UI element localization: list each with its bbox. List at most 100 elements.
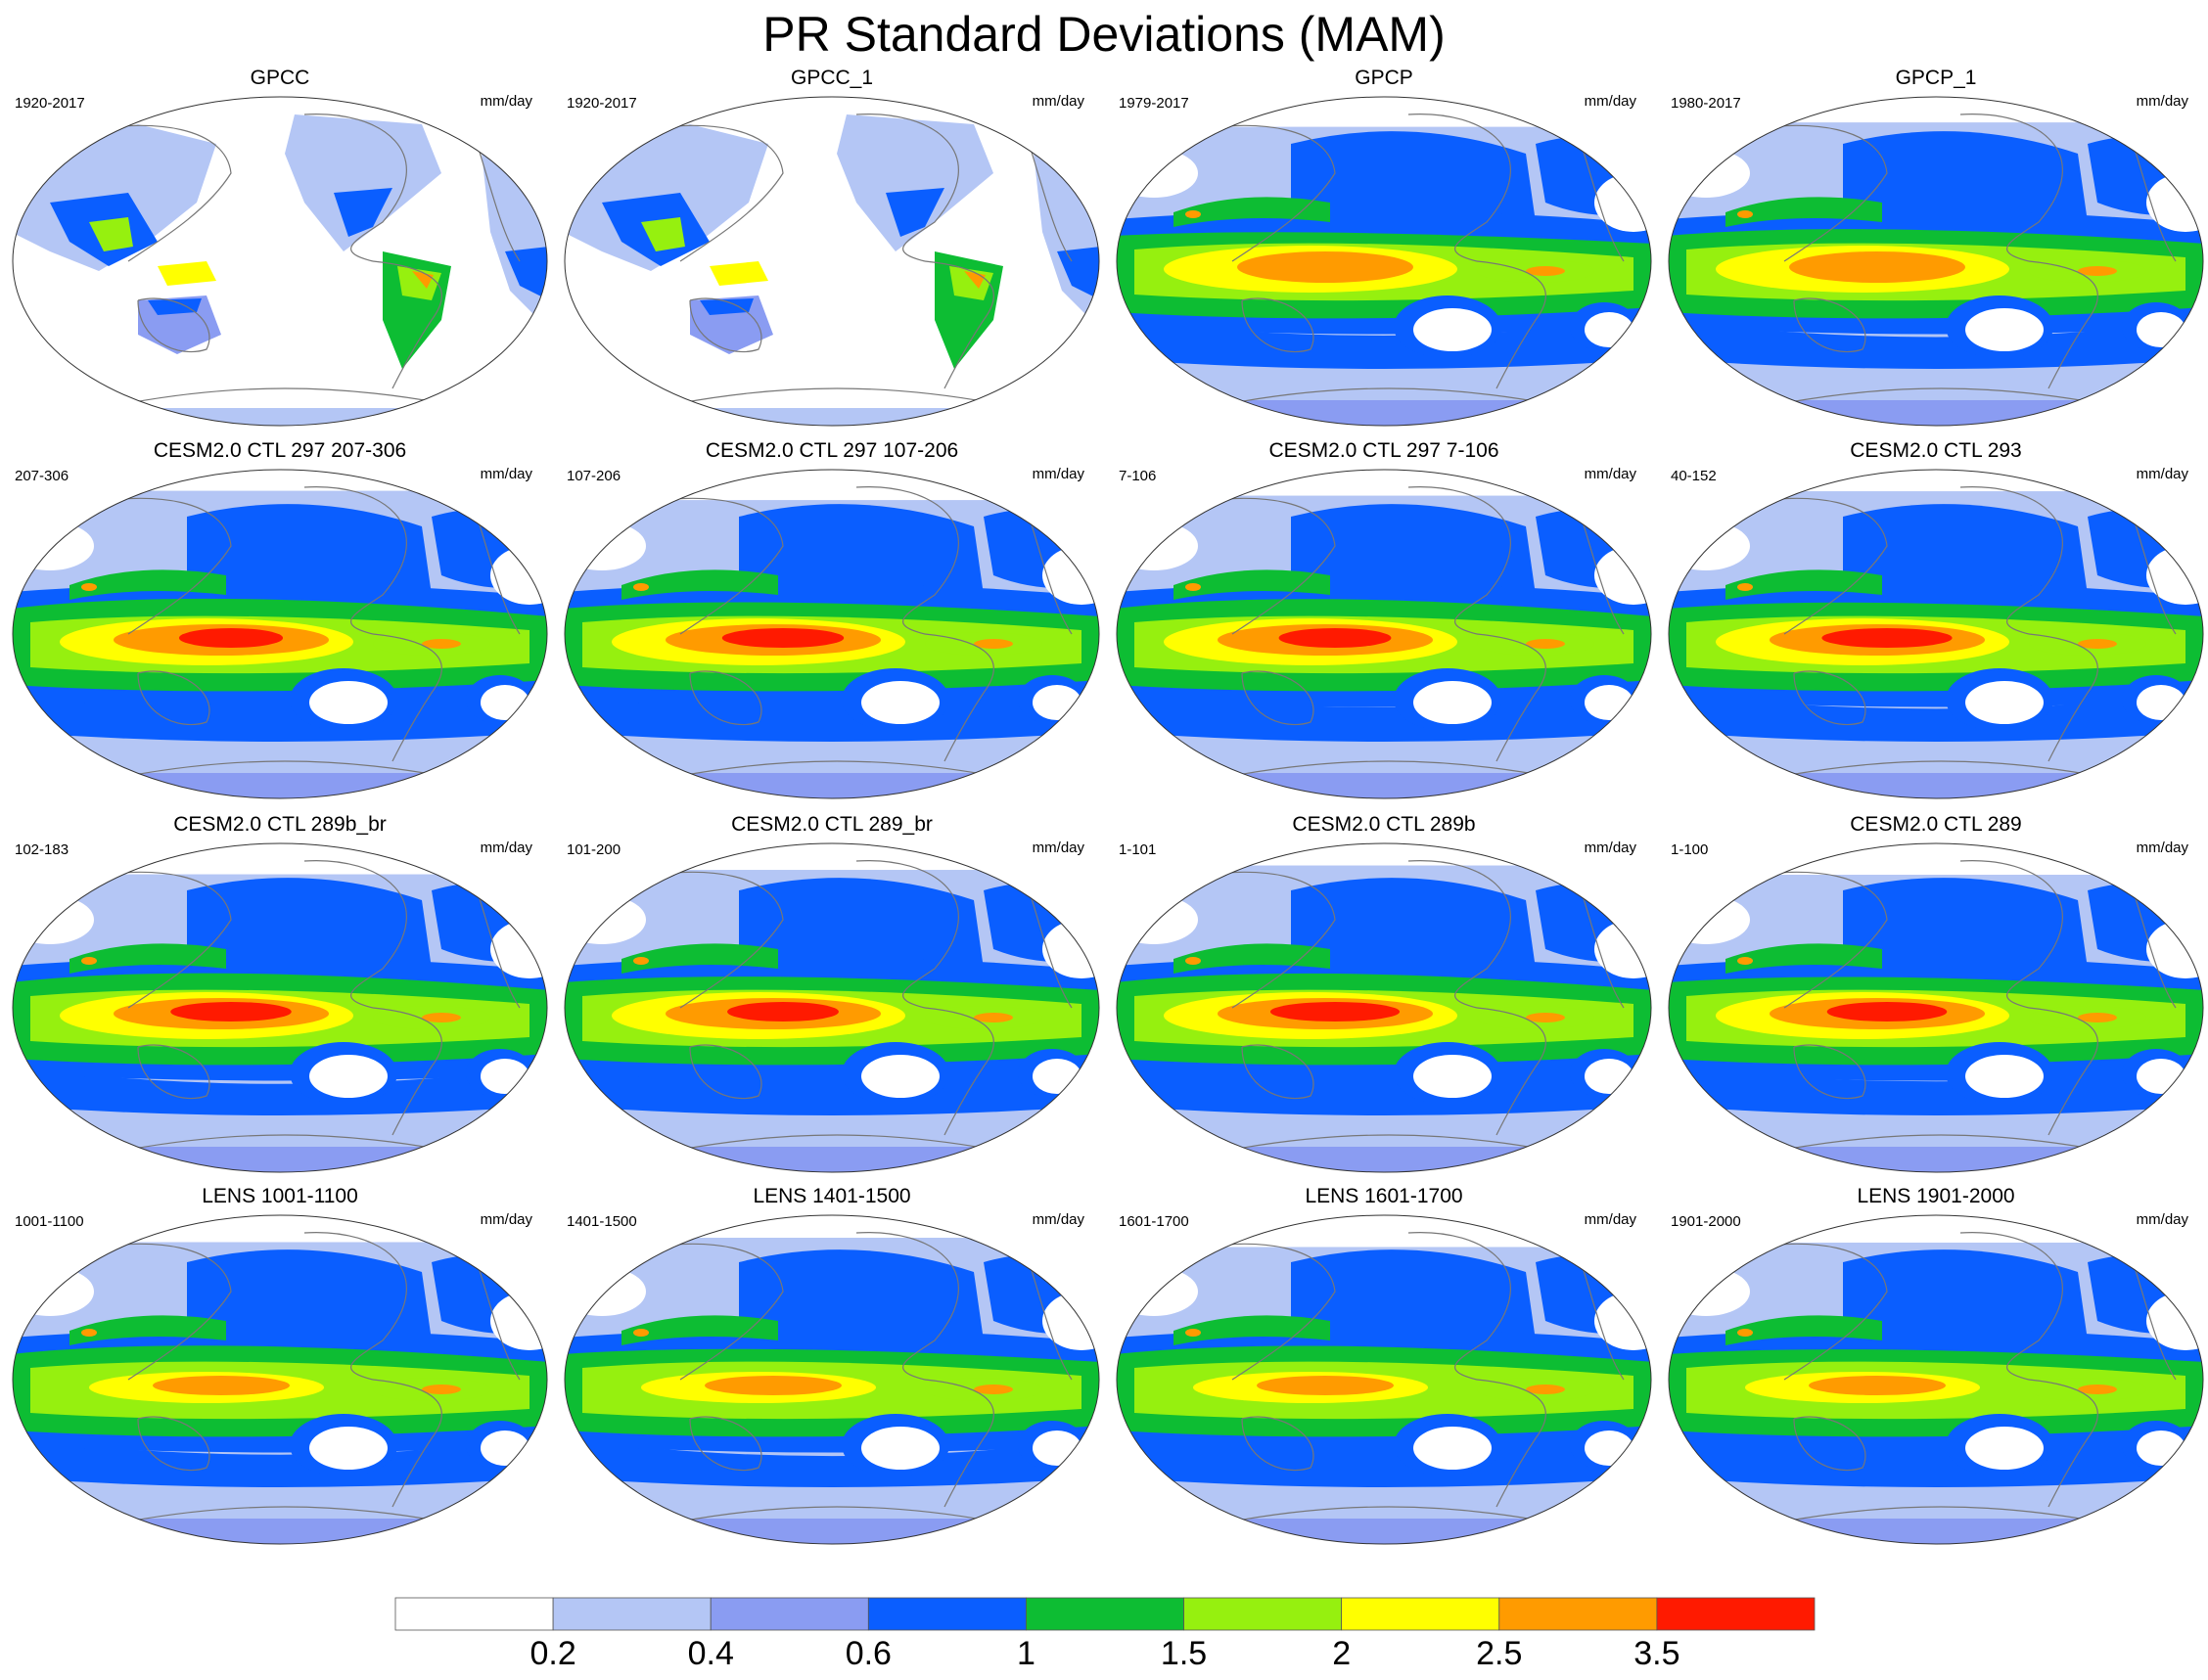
panel-years: 1901-2000 xyxy=(1671,1213,1741,1230)
colorbar-tick-label: 2 xyxy=(1332,1635,1352,1672)
map-panel: CESM2.0 CTL 297 7-106 7-106 mm/day xyxy=(1110,438,1658,810)
panel-years: 1601-1700 xyxy=(1119,1213,1189,1230)
panel-title: GPCP xyxy=(1355,67,1413,89)
panel-years: 1979-2017 xyxy=(1119,95,1189,112)
panel-units: mm/day xyxy=(1032,1211,1084,1228)
map-panel: CESM2.0 CTL 289b 1-101 mm/day xyxy=(1110,812,1658,1184)
colorbar-tick-label: 0.4 xyxy=(687,1635,734,1672)
map-panel: CESM2.0 CTL 289b_br 102-183 mm/day xyxy=(6,812,554,1184)
map-panel: GPCC 1920-2017 mm/day xyxy=(6,66,554,437)
precip-map xyxy=(1116,96,1652,427)
map-panel: CESM2.0 CTL 297 107-206 107-206 mm/day xyxy=(558,438,1106,810)
precip-map xyxy=(1668,842,2204,1173)
map-panel: LENS 1601-1700 1601-1700 mm/day xyxy=(1110,1184,1658,1556)
precip-map xyxy=(1116,1214,1652,1545)
panel-title: GPCC xyxy=(250,67,310,89)
panel-title: CESM2.0 CTL 289_br xyxy=(731,813,933,836)
panel-title: CESM2.0 CTL 293 xyxy=(1850,439,2022,462)
map-panel: CESM2.0 CTL 297 207-306 207-306 mm/day xyxy=(6,438,554,810)
precip-map xyxy=(564,96,1100,427)
panel-title: LENS 1401-1500 xyxy=(753,1185,911,1207)
panel-years: 7-106 xyxy=(1119,468,1157,484)
colorbar-tick-label: 1.5 xyxy=(1160,1635,1208,1672)
panel-title: CESM2.0 CTL 297 7-106 xyxy=(1268,439,1499,462)
panel-title: CESM2.0 CTL 289b_br xyxy=(173,813,387,836)
precip-map xyxy=(564,1214,1100,1545)
panel-units: mm/day xyxy=(2136,93,2188,110)
precip-map xyxy=(12,469,548,799)
panel-years: 107-206 xyxy=(567,468,621,484)
panel-units: mm/day xyxy=(1584,93,1636,110)
map-panel: GPCP_1 1980-2017 mm/day xyxy=(1662,66,2208,437)
map-panel: LENS 1901-2000 1901-2000 mm/day xyxy=(1662,1184,2208,1556)
panel-years: 1001-1100 xyxy=(15,1213,84,1230)
panel-title: LENS 1601-1700 xyxy=(1305,1185,1463,1207)
panel-units: mm/day xyxy=(480,466,532,482)
map-panel: LENS 1401-1500 1401-1500 mm/day xyxy=(558,1184,1106,1556)
colorbar-tick-label: 0.2 xyxy=(529,1635,576,1672)
panel-units: mm/day xyxy=(1032,466,1084,482)
panel-units: mm/day xyxy=(2136,466,2188,482)
panel-years: 1-101 xyxy=(1119,841,1157,858)
panel-units: mm/day xyxy=(1584,1211,1636,1228)
figure-title: PR Standard Deviations (MAM) xyxy=(762,7,1446,62)
panel-units: mm/day xyxy=(2136,840,2188,856)
map-panel: GPCC_1 1920-2017 mm/day xyxy=(558,66,1106,437)
panel-title: CESM2.0 CTL 297 207-306 xyxy=(153,439,407,462)
precip-map xyxy=(564,842,1100,1173)
precip-map xyxy=(1668,1214,2204,1545)
colorbar-tick-label: 2.5 xyxy=(1476,1635,1523,1672)
precip-map xyxy=(12,96,548,427)
panel-years: 1920-2017 xyxy=(15,95,85,112)
precip-map xyxy=(12,842,548,1173)
colorbar-tick-label: 1 xyxy=(1016,1635,1035,1672)
precip-map xyxy=(1668,96,2204,427)
panel-years: 1-100 xyxy=(1671,841,1709,858)
panel-years: 1401-1500 xyxy=(567,1213,637,1230)
panel-units: mm/day xyxy=(2136,1211,2188,1228)
precip-map xyxy=(564,469,1100,799)
panel-years: 207-306 xyxy=(15,468,69,484)
map-panel: CESM2.0 CTL 289_br 101-200 mm/day xyxy=(558,812,1106,1184)
panel-title: CESM2.0 CTL 289b xyxy=(1292,813,1476,836)
panel-units: mm/day xyxy=(480,1211,532,1228)
colorbar-box xyxy=(1341,1597,1500,1631)
colorbar-tick-label: 3.5 xyxy=(1633,1635,1680,1672)
colorbar-box xyxy=(1026,1597,1184,1631)
panel-years: 40-152 xyxy=(1671,468,1717,484)
panel-title: LENS 1001-1100 xyxy=(202,1185,358,1207)
panel-years: 101-200 xyxy=(567,841,621,858)
colorbar-box xyxy=(867,1597,1027,1631)
panel-title: GPCP_1 xyxy=(1895,67,1977,89)
colorbar-box xyxy=(1183,1597,1343,1631)
panel-units: mm/day xyxy=(480,840,532,856)
colorbar-box xyxy=(1498,1597,1658,1631)
precip-map xyxy=(1116,842,1652,1173)
colorbar-tick-label: 0.6 xyxy=(845,1635,892,1672)
colorbar-box xyxy=(394,1597,554,1631)
panel-years: 1980-2017 xyxy=(1671,95,1741,112)
panel-units: mm/day xyxy=(1584,466,1636,482)
panel-units: mm/day xyxy=(480,93,532,110)
precip-map xyxy=(1668,469,2204,799)
panel-years: 102-183 xyxy=(15,841,69,858)
panel-units: mm/day xyxy=(1584,840,1636,856)
colorbar-box xyxy=(710,1597,869,1631)
map-panel: CESM2.0 CTL 293 40-152 mm/day xyxy=(1662,438,2208,810)
map-panel: GPCP 1979-2017 mm/day xyxy=(1110,66,1658,437)
panel-units: mm/day xyxy=(1032,840,1084,856)
precip-map xyxy=(12,1214,548,1545)
map-panel: LENS 1001-1100 1001-1100 mm/day xyxy=(6,1184,554,1556)
panel-years: 1920-2017 xyxy=(567,95,637,112)
map-panel: CESM2.0 CTL 289 1-100 mm/day xyxy=(1662,812,2208,1184)
panel-units: mm/day xyxy=(1032,93,1084,110)
colorbar-box xyxy=(1656,1597,1816,1631)
precip-map xyxy=(1116,469,1652,799)
panel-title: LENS 1901-2000 xyxy=(1857,1185,2015,1207)
panel-title: CESM2.0 CTL 289 xyxy=(1850,813,2022,836)
panel-title: GPCC_1 xyxy=(790,67,874,89)
colorbar-box xyxy=(552,1597,712,1631)
colorbar xyxy=(394,1597,1816,1631)
panel-title: CESM2.0 CTL 297 107-206 xyxy=(705,439,959,462)
